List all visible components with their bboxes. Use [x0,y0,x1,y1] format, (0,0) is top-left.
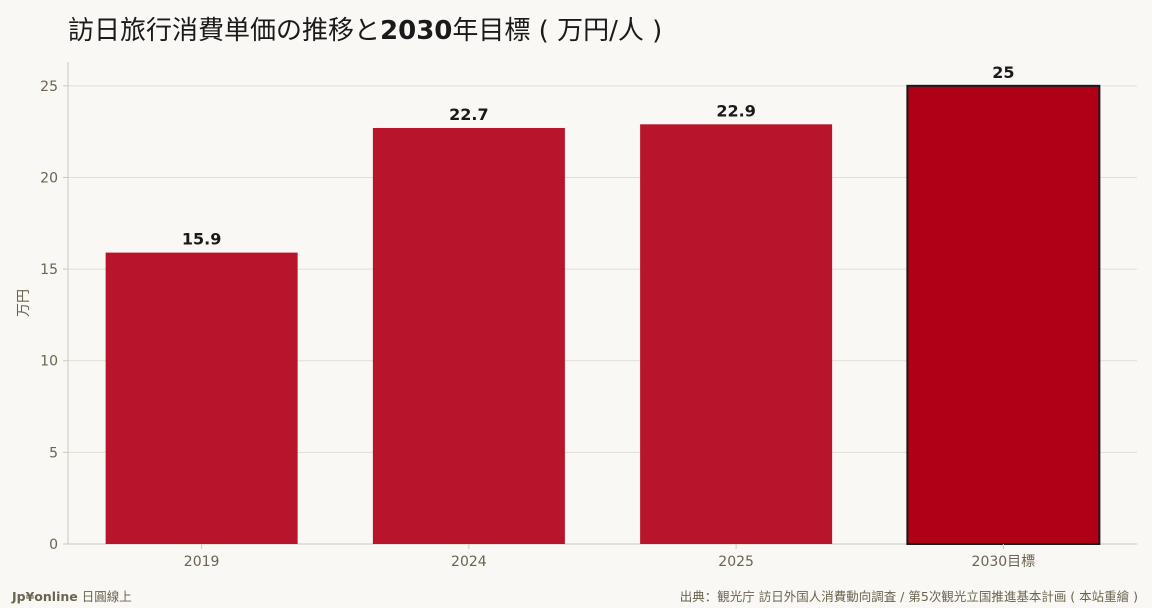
bar [372,127,565,545]
x-tick-label: 2025 [718,554,754,570]
data-label: 22.9 [716,101,755,120]
y-tick-label: 25 [40,79,58,95]
brand-suffix: 日圓線上 [77,589,132,604]
y-axis-label: 万円 [16,289,32,317]
y-tick-label: 5 [49,445,58,461]
chart-title: 訪日旅行消費単価の推移と2030年目標 ( 万円/人 ) [68,16,663,46]
y-tick-label: 10 [40,354,58,370]
bar [105,252,298,544]
x-tick-label: 2019 [184,554,220,570]
brand-credit: Jp¥online 日圓線上 [12,586,132,605]
data-label: 15.9 [182,230,221,249]
data-label: 22.7 [449,105,488,124]
brand-name: Jp¥online [12,589,78,604]
y-tick-label: 0 [49,537,58,553]
x-tick-label: 2024 [451,554,487,570]
target-bar [906,84,1101,545]
data-label: 25 [992,63,1014,82]
source-note: 出典：観光庁 訪日外国人消費動向調査 / 第5次観光立国推進基本計画 ( 本站重… [679,589,1138,604]
y-tick-label: 20 [40,170,58,186]
x-tick-label: 2030目標 [972,554,1036,570]
y-tick-label: 15 [40,262,58,278]
bar [640,124,833,544]
